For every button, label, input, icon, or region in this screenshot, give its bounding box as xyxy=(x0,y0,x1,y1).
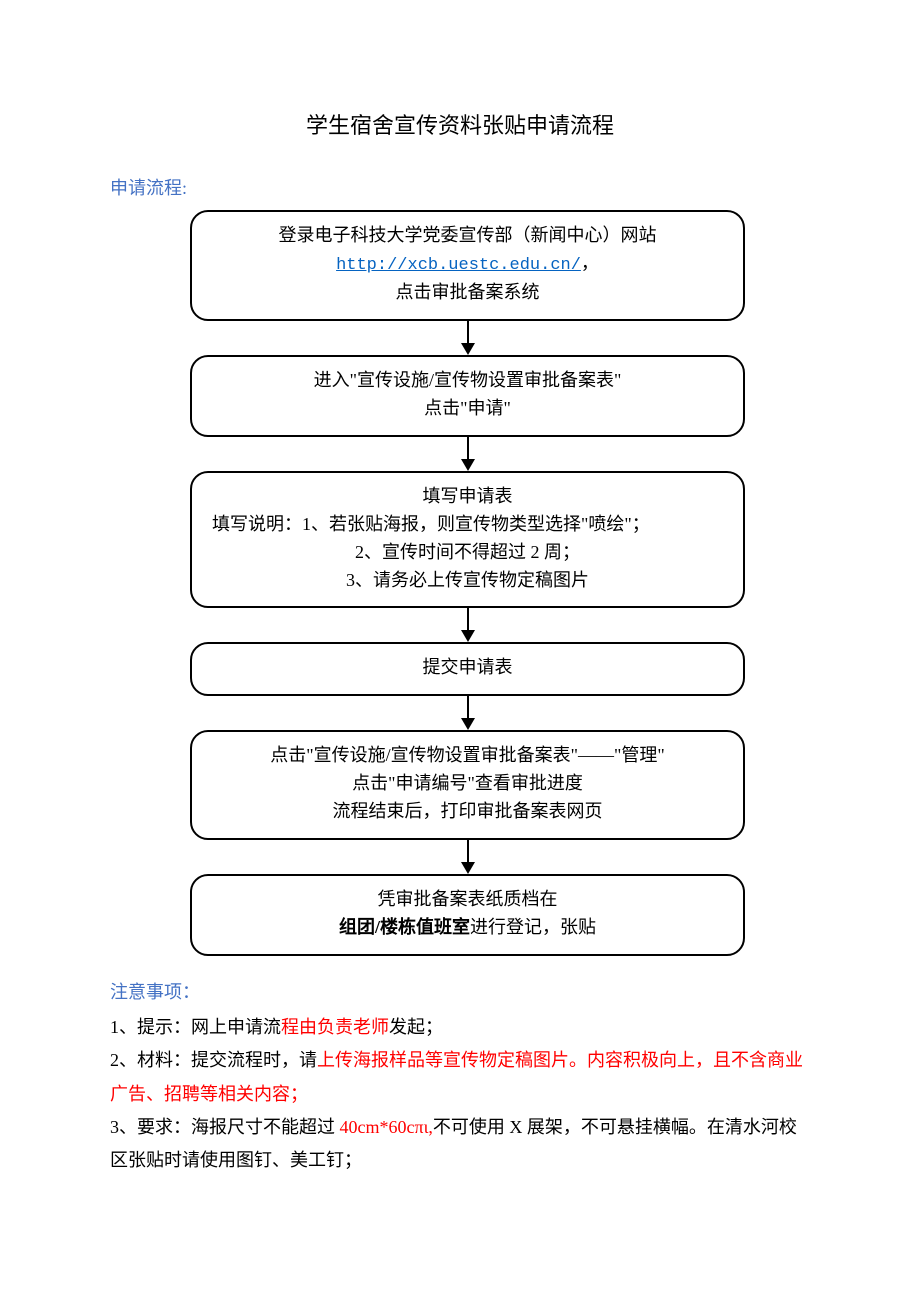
node-text: 填写说明：1、若张贴海报，则宣传物类型选择"喷绘"； xyxy=(208,511,727,539)
note-highlight: 40cm*60cπι, xyxy=(340,1117,433,1137)
flow-arrow xyxy=(190,608,745,642)
node-text: 点击"申请编号"查看审批进度 xyxy=(208,770,727,798)
flow-arrow xyxy=(190,696,745,730)
note-text: 2、材料：提交流程时，请 xyxy=(110,1050,317,1070)
node-text: 2、宣传时间不得超过 2 周； xyxy=(208,539,727,567)
note-item: 2、材料：提交流程时，请上传海报样品等宣传物定稿图片。内容积极向上，且不含商业广… xyxy=(110,1044,810,1111)
node-text: 进入"宣传设施/宣传物设置审批备案表" xyxy=(208,367,727,395)
node-text: 组团/楼栋值班室进行登记，张贴 xyxy=(208,914,727,942)
node-text: http://xcb.uestc.edu.cn/， xyxy=(208,250,727,279)
note-highlight: 程由负责老师 xyxy=(281,1017,389,1037)
note-text: 1、提示：网上申请流 xyxy=(110,1017,281,1037)
node-text: 流程结束后，打印审批备案表网页 xyxy=(208,798,727,826)
node-text: 点击审批备案系统 xyxy=(208,279,727,307)
section-notes-label: 注意事项： xyxy=(110,976,810,1009)
flow-arrow xyxy=(190,321,745,355)
note-item: 1、提示：网上申请流程由负责老师发起； xyxy=(110,1011,810,1044)
document-page: 学生宿舍宣传资料张贴申请流程 申请流程: 登录电子科技大学党委宣传部（新闻中心）… xyxy=(0,0,920,1258)
flowchart: 登录电子科技大学党委宣传部（新闻中心）网站 http://xcb.uestc.e… xyxy=(190,210,745,956)
flow-node-submit: 提交申请表 xyxy=(190,642,745,696)
node-text: 填写申请表 xyxy=(208,483,727,511)
node-text: 提交申请表 xyxy=(208,654,727,682)
node-text: ， xyxy=(581,253,599,273)
node-text: 3、请务必上传宣传物定稿图片 xyxy=(208,567,727,595)
note-item: 3、要求：海报尺寸不能超过 40cm*60cπι,不可使用 X 展架，不可悬挂横… xyxy=(110,1111,810,1178)
node-text: 凭审批备案表纸质档在 xyxy=(208,886,727,914)
flow-node-fill-form: 填写申请表 填写说明：1、若张贴海报，则宣传物类型选择"喷绘"； 2、宣传时间不… xyxy=(190,471,745,609)
notes-section: 注意事项： 1、提示：网上申请流程由负责老师发起； 2、材料：提交流程时，请上传… xyxy=(110,976,810,1178)
flow-node-manage: 点击"宣传设施/宣传物设置审批备案表"——"管理" 点击"申请编号"查看审批进度… xyxy=(190,730,745,840)
note-text: 发起； xyxy=(389,1017,443,1037)
node-text-bold: 组团/楼栋值班室 xyxy=(339,917,470,937)
section-flow-label: 申请流程: xyxy=(110,174,810,200)
node-text: 进行登记，张贴 xyxy=(470,917,596,937)
website-link[interactable]: http://xcb.uestc.edu.cn/ xyxy=(336,256,581,275)
flow-arrow xyxy=(190,840,745,874)
node-text: 点击"宣传设施/宣传物设置审批备案表"——"管理" xyxy=(208,742,727,770)
flow-arrow xyxy=(190,437,745,471)
flow-node-register: 凭审批备案表纸质档在 组团/楼栋值班室进行登记，张贴 xyxy=(190,874,745,956)
node-text: 登录电子科技大学党委宣传部（新闻中心）网站 xyxy=(208,222,727,250)
node-text: 点击"申请" xyxy=(208,395,727,423)
page-title: 学生宿舍宣传资料张贴申请流程 xyxy=(110,108,810,140)
flow-node-enter-form: 进入"宣传设施/宣传物设置审批备案表" 点击"申请" xyxy=(190,355,745,437)
note-text: 3、要求：海报尺寸不能超过 xyxy=(110,1117,340,1137)
flow-node-login: 登录电子科技大学党委宣传部（新闻中心）网站 http://xcb.uestc.e… xyxy=(190,210,745,321)
